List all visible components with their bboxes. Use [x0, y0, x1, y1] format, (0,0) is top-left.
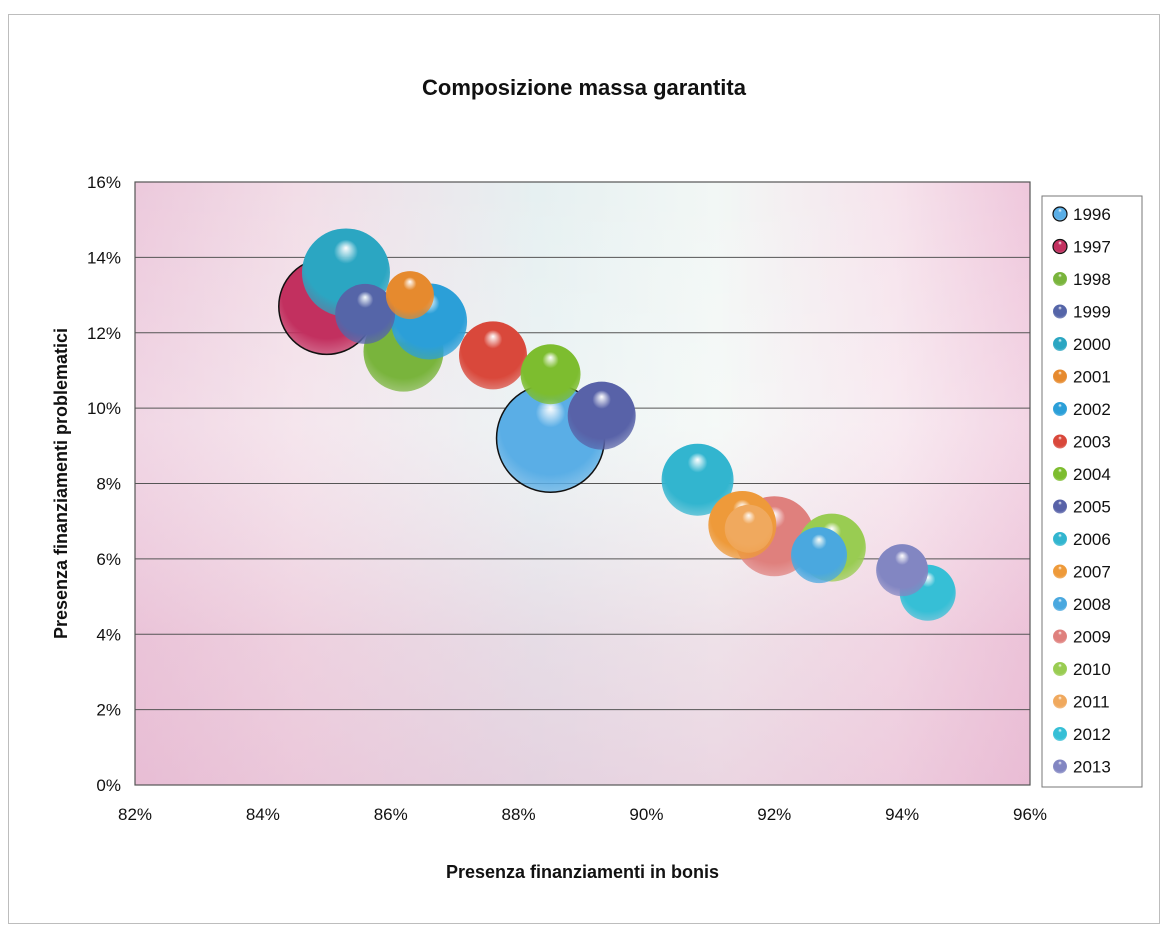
chart-title: Composizione massa garantita	[422, 75, 746, 100]
x-tick-label: 92%	[757, 805, 791, 824]
legend-label-1999: 1999	[1073, 303, 1111, 322]
y-tick-label: 2%	[96, 701, 121, 720]
y-tick-label: 12%	[87, 324, 121, 343]
legend-label-1997: 1997	[1073, 238, 1111, 257]
plot-border	[134, 181, 1031, 786]
legend-label-2009: 2009	[1073, 628, 1111, 647]
legend-marker-2012	[1053, 727, 1067, 741]
legend-marker-2007	[1053, 564, 1067, 579]
y-tick-label: 14%	[87, 248, 121, 267]
legend-box	[1041, 195, 1143, 788]
x-axis-title: Presenza finanziamenti in bonis	[446, 862, 719, 882]
bubble-2006	[661, 443, 734, 516]
legend-label-2000: 2000	[1073, 335, 1111, 354]
legend-label-2003: 2003	[1073, 433, 1111, 452]
y-tick-label: 0%	[96, 776, 121, 795]
legend-marker-2004	[1053, 467, 1067, 481]
legend-label-2008: 2008	[1073, 595, 1111, 614]
y-tick-label: 4%	[96, 625, 121, 644]
x-tick-label: 94%	[885, 805, 919, 824]
bubble-2001	[385, 271, 434, 320]
legend-label-2012: 2012	[1073, 725, 1111, 744]
x-tick-label: 90%	[629, 805, 663, 824]
y-tick-label: 10%	[87, 399, 121, 418]
legend-marker-2008	[1053, 597, 1067, 611]
x-tick-label: 88%	[502, 805, 536, 824]
y-tick-label: 8%	[96, 475, 121, 494]
legend-marker-2002	[1053, 402, 1067, 416]
x-tick-label: 96%	[1013, 805, 1047, 824]
legend-label-2011: 2011	[1073, 693, 1110, 712]
bubble-2011	[724, 504, 773, 553]
legend-marker-2001	[1053, 369, 1067, 384]
legend-label-2001: 2001	[1073, 368, 1111, 387]
y-tick-label: 16%	[87, 173, 121, 192]
legend-label-2002: 2002	[1073, 400, 1111, 419]
legend-marker-1996	[1052, 206, 1068, 222]
legend-label-2010: 2010	[1073, 660, 1111, 679]
bubble-2004	[520, 344, 581, 405]
legend-label-2004: 2004	[1073, 465, 1111, 484]
legend-marker-2003	[1053, 434, 1067, 449]
legend-label-2007: 2007	[1073, 563, 1111, 582]
legend-marker-2000	[1053, 337, 1067, 351]
legend-label-1998: 1998	[1073, 270, 1111, 289]
legend-marker-2009	[1053, 629, 1067, 644]
bubble-1999	[335, 283, 396, 344]
legend-marker-1997	[1052, 238, 1068, 255]
x-tick-label: 86%	[374, 805, 408, 824]
x-tick-label: 84%	[246, 805, 280, 824]
legend-label-2005: 2005	[1073, 498, 1111, 517]
bubble-2005	[567, 381, 636, 450]
bubble-2008	[791, 527, 848, 584]
legend-label-2006: 2006	[1073, 530, 1111, 549]
legend-marker-1998	[1053, 272, 1067, 286]
legend-marker-2013	[1053, 759, 1067, 774]
x-tick-label: 82%	[118, 805, 152, 824]
legend-marker-2006	[1053, 532, 1067, 546]
legend-marker-2005	[1053, 499, 1067, 514]
legend-marker-1999	[1053, 304, 1067, 319]
bubble-2003	[459, 321, 527, 390]
bubble-2013	[876, 544, 929, 597]
y-axis-title: Presenza finanziamenti problematici	[51, 328, 71, 639]
legend-label-2013: 2013	[1073, 758, 1111, 777]
legend-marker-2010	[1053, 662, 1067, 676]
legend-label-1996: 1996	[1073, 205, 1111, 224]
y-tick-label: 6%	[96, 550, 121, 569]
legend-marker-2011	[1053, 694, 1067, 709]
